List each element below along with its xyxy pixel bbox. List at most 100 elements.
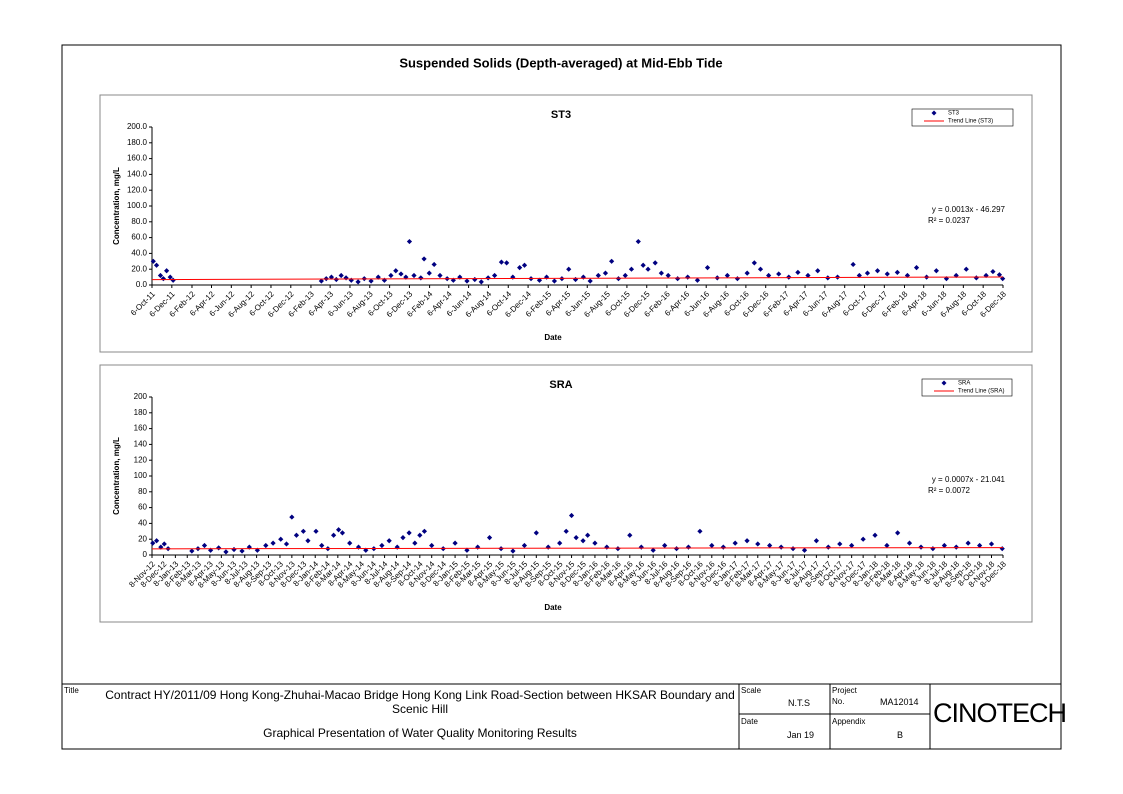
data-point [580,274,586,280]
data-point [615,546,621,552]
data-point [906,540,913,546]
data-point [338,272,344,279]
data-point [400,535,406,541]
y-tick-label: 60.0 [131,233,147,242]
data-point [615,276,622,282]
data-point [609,258,615,264]
appendix: B [897,730,904,740]
y-tick-label: 0 [143,550,148,559]
data-point [732,540,738,546]
data-point [158,544,164,550]
data-point [744,538,750,544]
data-point [544,274,550,280]
data-point [585,532,591,538]
data-point [662,542,668,549]
legend-label: ST3 [948,111,960,117]
data-point [825,544,831,550]
data-point [557,540,563,546]
chart-title: SRA [549,379,572,391]
data-point [786,274,792,280]
data-point [355,279,361,285]
data-point [874,268,881,274]
data-point [533,530,539,536]
data-point [573,535,579,541]
data-point [790,546,796,552]
data-point [492,272,498,279]
appendix-label: Appendix [832,717,866,726]
data-point [464,547,470,553]
data-point [996,272,1003,278]
data-point [504,260,510,266]
data-point [368,278,374,284]
data-point [375,274,381,280]
data-point [977,542,983,549]
y-tick-label: 20.0 [131,264,147,273]
y-tick-label: 140 [134,440,148,449]
data-point [263,542,269,549]
data-point [201,542,208,549]
legend-label: Trend Line (SRA) [958,389,1004,395]
data-point [895,530,901,536]
data-point [161,541,167,547]
y-tick-label: 20 [138,534,147,543]
data-point [417,532,423,538]
data-point [595,272,601,279]
data-point [216,545,222,551]
data-point [658,270,664,276]
chart-box [99,94,1033,353]
data-point [254,547,260,553]
data-point [381,277,388,283]
y-axis-title: Concentration, mg/L [112,167,121,245]
data-point [622,272,628,279]
data-point [270,540,276,546]
data-point [551,278,558,284]
data-point [704,265,711,271]
data-point [150,540,156,546]
data-point [587,278,593,284]
data-point [604,544,610,550]
data-point [189,548,195,554]
data-point [685,274,691,280]
scale: N.T.S [788,698,811,708]
data-point [963,266,969,272]
x-axis-title: Date [544,603,562,612]
company-logo: CINOTECH [933,698,1067,728]
trend-line [151,276,1004,281]
data-point [293,532,300,538]
data-point [521,542,528,549]
y-tick-label: 160 [134,424,148,433]
data-point [778,544,784,550]
data-point [645,266,651,272]
data-point [343,275,349,281]
chart-box [99,364,1033,623]
data-point [904,272,911,279]
data-point [872,532,878,538]
data-point [164,268,170,274]
data-point [988,541,995,547]
trend-line [151,547,1004,550]
data-point [475,544,481,550]
y-tick-label: 160.0 [127,154,148,163]
data-point [153,538,160,544]
legend-box [911,108,1014,127]
data-point [363,547,369,553]
trend-equation: y = 0.0013x - 46.297 [932,205,1006,214]
data-point [755,541,761,547]
data-point [437,272,443,279]
date-label: Date [741,717,758,726]
data-point [767,542,773,549]
data-point [675,276,681,282]
title-label: Title [64,686,79,695]
data-point [421,528,428,534]
x-axis-title: Date [544,333,562,342]
data-point [685,544,692,550]
y-tick-label: 140.0 [127,170,148,179]
data-point [652,260,658,266]
y-tick-label: 80.0 [131,217,147,226]
data-point [411,272,417,279]
y-tick-label: 200.0 [127,122,148,131]
data-point [627,532,633,538]
data-point [602,270,609,276]
data-point [319,542,325,549]
